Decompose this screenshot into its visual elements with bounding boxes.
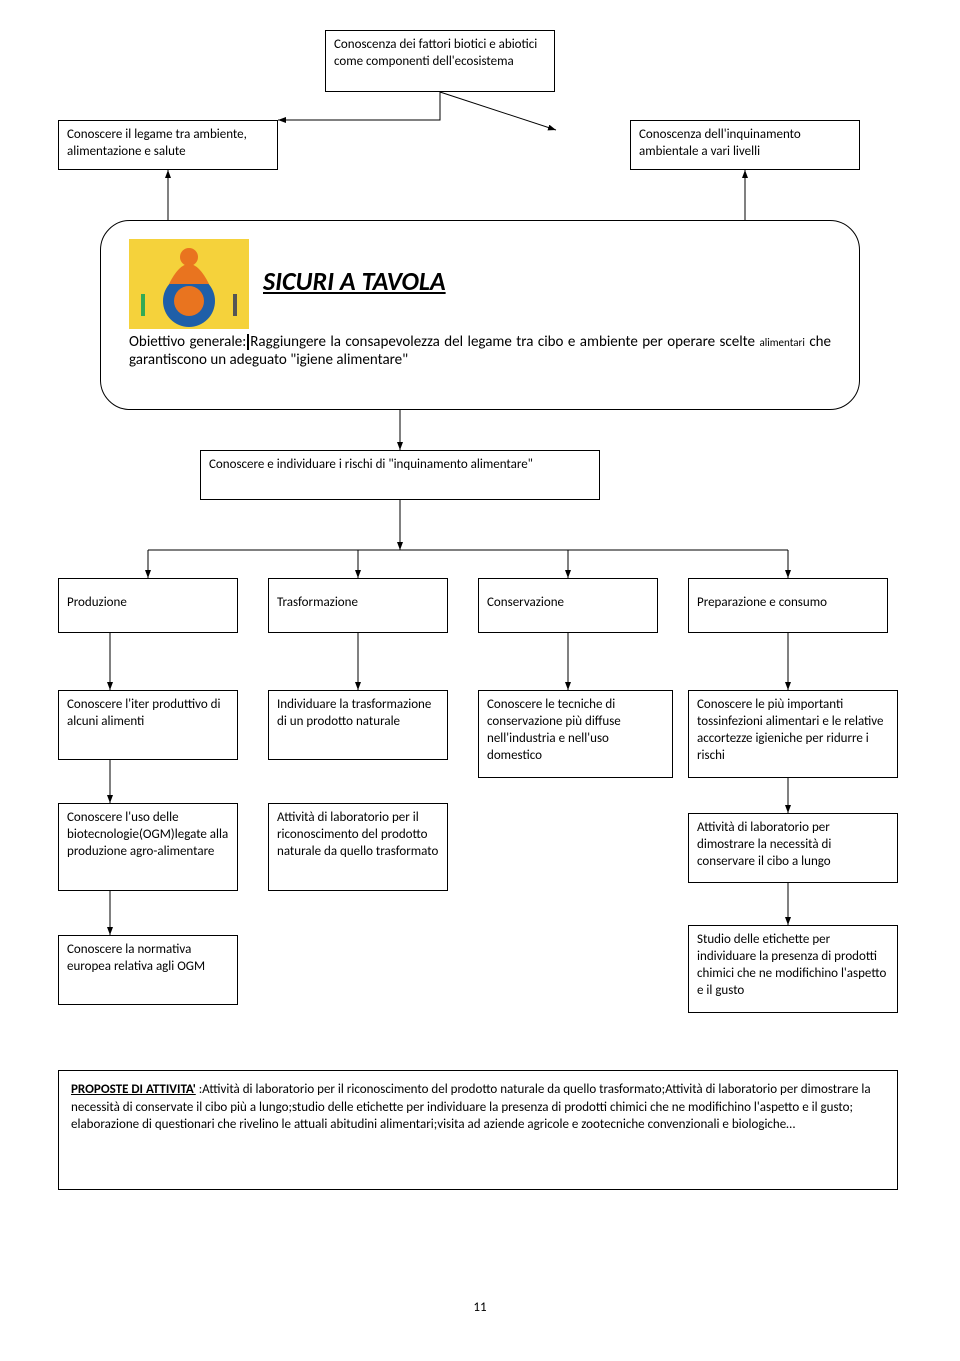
box-conservazione: Conservazione — [478, 578, 658, 633]
box-risk: Conoscere e individuare i rischi di "inq… — [200, 450, 600, 500]
box-r1d: Conoscere le più importanti tossinfezion… — [688, 690, 898, 778]
r2d-text: Attività di laboratorio per dimostrare l… — [697, 820, 831, 869]
box-r2a: Conoscere l'uso delle biotecnologie(OGM)… — [58, 803, 238, 891]
page-number: 11 — [40, 1300, 920, 1330]
footer-box: PROPOSTE DI ATTIVITA' :Attività di labor… — [58, 1070, 898, 1190]
st4-text: Preparazione e consumo — [697, 595, 827, 610]
text-cursor-icon — [247, 334, 249, 350]
top-center-text: Conoscenza dei fattori biotici e abiotic… — [334, 37, 537, 69]
main-body-1: Raggiungere la consapevolezza del legame… — [250, 333, 759, 351]
footer-lead: PROPOSTE DI ATTIVITA' — [71, 1082, 196, 1097]
r1d-text: Conoscere le più importanti tossinfezion… — [697, 697, 884, 763]
box-r3a: Conoscere la normativa europea relativa … — [58, 935, 238, 1005]
box-top-right: Conoscenza dell'inquinamento ambientale … — [630, 120, 860, 170]
main-body: Obiettivo generale:Raggiungere la consap… — [129, 333, 831, 369]
box-r1a: Conoscere l'iter produttivo di alcuni al… — [58, 690, 238, 760]
st1-text: Produzione — [67, 595, 127, 610]
box-r2b: Attività di laboratorio per il riconosci… — [268, 803, 448, 891]
main-panel: SICURI A TAVOLA Obiettivo generale:Raggi… — [100, 220, 860, 410]
r1a-text: Conoscere l'iter produttivo di alcuni al… — [67, 697, 220, 729]
top-right-text: Conoscenza dell'inquinamento ambientale … — [639, 127, 801, 159]
r3d-text: Studio delle etichette per individuare l… — [697, 932, 886, 998]
r3a-text: Conoscere la normativa europea relativa … — [67, 942, 205, 974]
box-r1c: Conoscere le tecniche di conservazione p… — [478, 690, 673, 778]
risk-text: Conoscere e individuare i rischi di "inq… — [209, 457, 533, 472]
st3-text: Conservazione — [487, 595, 564, 610]
r1b-text: Individuare la trasformazione di un prod… — [277, 697, 431, 729]
r1c-text: Conoscere le tecniche di conservazione p… — [487, 697, 621, 763]
illustration-icon — [129, 239, 249, 333]
box-r3d: Studio delle etichette per individuare l… — [688, 925, 898, 1013]
box-r2d: Attività di laboratorio per dimostrare l… — [688, 813, 898, 883]
top-left-text: Conoscere il legame tra ambiente, alimen… — [67, 127, 247, 159]
r2b-text: Attività di laboratorio per il riconosci… — [277, 810, 438, 859]
box-top-left: Conoscere il legame tra ambiente, alimen… — [58, 120, 278, 170]
main-title: SICURI A TAVOLA — [263, 265, 446, 297]
r2a-text: Conoscere l'uso delle biotecnologie(OGM)… — [67, 810, 228, 859]
page-number-text: 11 — [473, 1300, 486, 1315]
main-body-prefix: Obiettivo generale: — [129, 333, 246, 351]
box-trasformazione: Trasformazione — [268, 578, 448, 633]
main-body-small: alimentari — [759, 336, 804, 349]
box-r1b: Individuare la trasformazione di un prod… — [268, 690, 448, 760]
st2-text: Trasformazione — [277, 595, 358, 610]
box-preparazione: Preparazione e consumo — [688, 578, 888, 633]
box-top-center: Conoscenza dei fattori biotici e abiotic… — [325, 30, 555, 92]
box-produzione: Produzione — [58, 578, 238, 633]
diagram-canvas: Conoscere il legame tra ambiente, alimen… — [40, 30, 920, 1330]
